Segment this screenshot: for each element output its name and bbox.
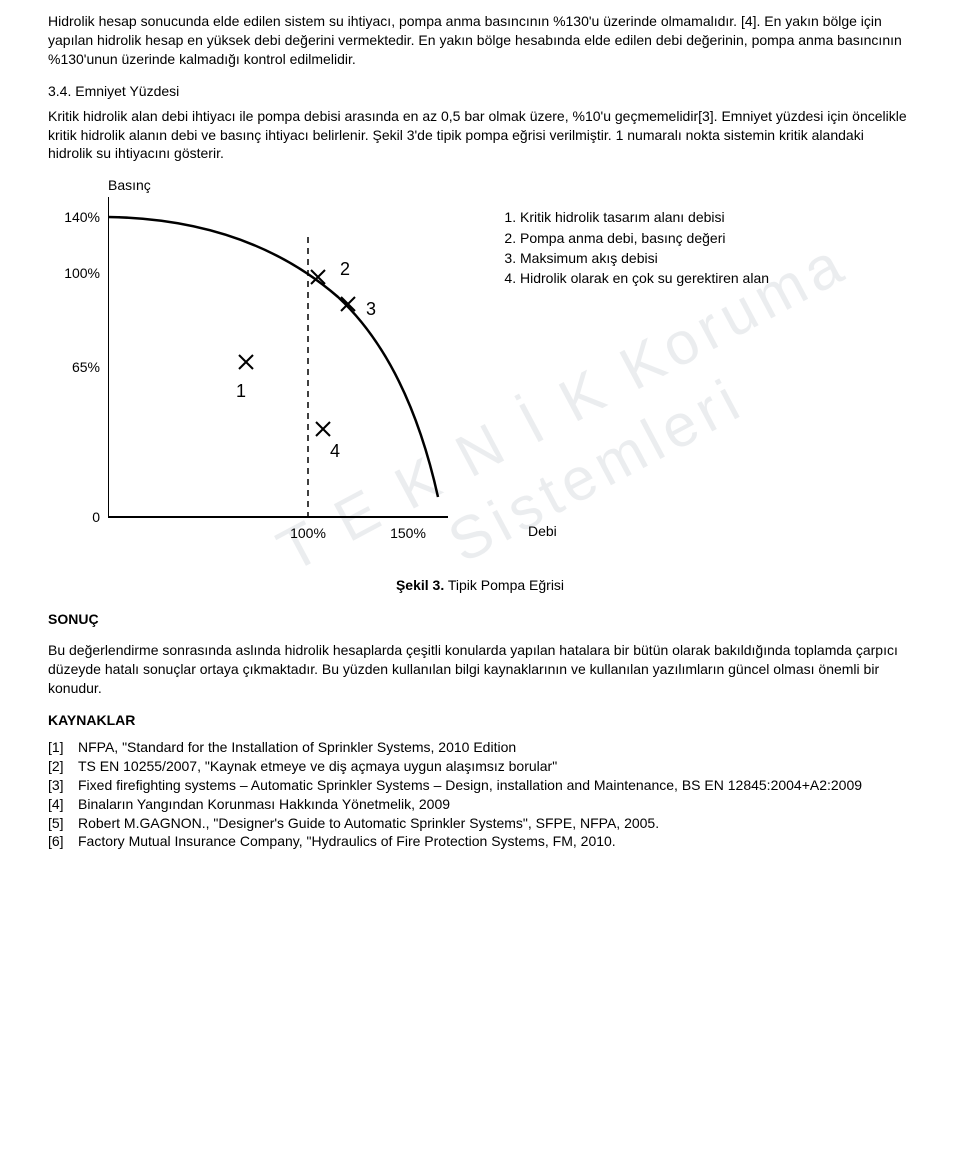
x-axis-title: Debi: [528, 523, 557, 539]
ref-text: Binaların Yangından Korunması Hakkında Y…: [78, 795, 912, 814]
kaynaklar-heading: KAYNAKLAR: [48, 712, 912, 728]
section-heading: 3.4. Emniyet Yüzdesi: [48, 83, 912, 99]
references-list: [1]NFPA, "Standard for the Installation …: [48, 738, 912, 851]
chart-svg: 1 2 3 4: [108, 197, 458, 527]
y-tick-0: 0: [50, 509, 100, 525]
ref-num: [2]: [48, 757, 78, 776]
sonuc-paragraph: Bu değerlendirme sonrasında aslında hidr…: [48, 641, 912, 698]
ref-6: [6]Factory Mutual Insurance Company, "Hy…: [48, 832, 912, 851]
ref-text: NFPA, "Standard for the Installation of …: [78, 738, 912, 757]
x-tick-100: 100%: [278, 525, 338, 541]
ref-text: Robert M.GAGNON., "Designer's Guide to A…: [78, 814, 912, 833]
ref-text: Factory Mutual Insurance Company, "Hydra…: [78, 832, 912, 851]
x-tick-150: 150%: [378, 525, 438, 541]
legend-item-2: Pompa anma debi, basınç değeri: [520, 228, 912, 248]
intro-paragraph: Hidrolik hesap sonucunda elde edilen sis…: [48, 12, 912, 69]
legend-item-4: Hidrolik olarak en çok su gerektiren ala…: [520, 268, 912, 288]
ref-num: [5]: [48, 814, 78, 833]
sonuc-heading: SONUÇ: [48, 611, 912, 627]
svg-text:1: 1: [236, 381, 246, 401]
ref-5: [5]Robert M.GAGNON., "Designer's Guide t…: [48, 814, 912, 833]
legend: Kritik hidrolik tasarım alanı debisi Pom…: [468, 177, 912, 288]
ref-3: [3]Fixed firefighting systems – Automati…: [48, 776, 912, 795]
ref-num: [6]: [48, 832, 78, 851]
svg-text:4: 4: [330, 441, 340, 461]
svg-text:2: 2: [340, 259, 350, 279]
ref-num: [4]: [48, 795, 78, 814]
y-tick-140: 140%: [50, 209, 100, 225]
y-tick-100: 100%: [50, 265, 100, 281]
pump-curve-chart: Basınç 140% 100% 65% 0 1 2: [48, 177, 468, 537]
svg-text:3: 3: [366, 299, 376, 319]
ref-text: Fixed firefighting systems – Automatic S…: [78, 776, 912, 795]
y-axis-title: Basınç: [108, 177, 151, 193]
y-tick-65: 65%: [50, 359, 100, 375]
figure-row: Basınç 140% 100% 65% 0 1 2: [48, 177, 912, 537]
body-paragraph: Kritik hidrolik alan debi ihtiyacı ile p…: [48, 107, 912, 164]
ref-num: [3]: [48, 776, 78, 795]
ref-1: [1]NFPA, "Standard for the Installation …: [48, 738, 912, 757]
figure-caption-text: Tipik Pompa Eğrisi: [444, 577, 564, 593]
ref-4: [4]Binaların Yangından Korunması Hakkınd…: [48, 795, 912, 814]
legend-item-1: Kritik hidrolik tasarım alanı debisi: [520, 207, 912, 227]
ref-2: [2]TS EN 10255/2007, "Kaynak etmeye ve d…: [48, 757, 912, 776]
ref-text: TS EN 10255/2007, "Kaynak etmeye ve diş …: [78, 757, 912, 776]
legend-item-3: Maksimum akış debisi: [520, 248, 912, 268]
ref-num: [1]: [48, 738, 78, 757]
figure-caption: Şekil 3. Tipik Pompa Eğrisi: [48, 577, 912, 593]
figure-caption-bold: Şekil 3.: [396, 577, 444, 593]
